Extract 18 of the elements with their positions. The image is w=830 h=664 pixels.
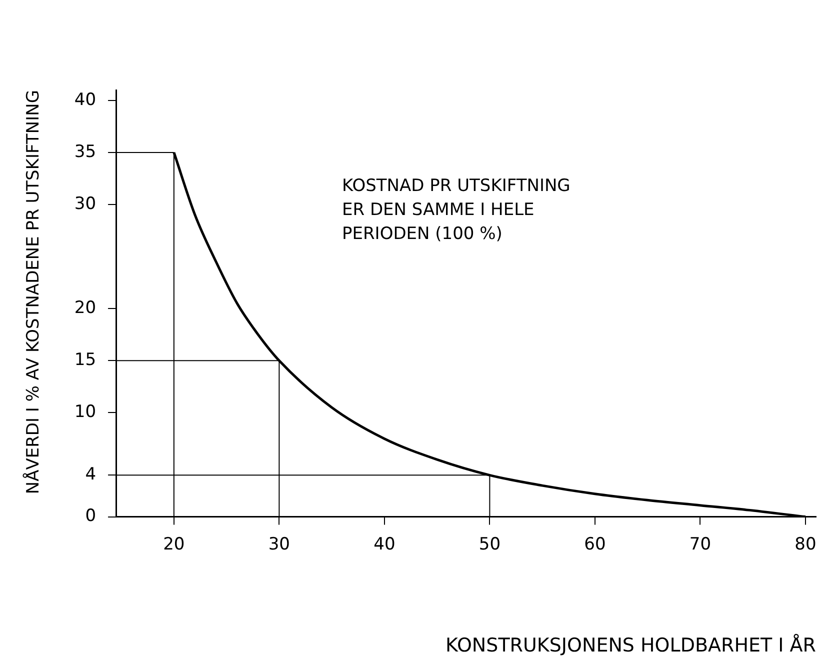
y-tick-label: 35 [74,142,96,162]
x-tick-label: 40 [374,534,396,554]
x-axis-title: KONSTRUKSJONENS HOLDBARHET I ÅR [446,634,816,657]
y-tick-label: 4 [85,464,96,485]
x-tick-label: 50 [478,534,501,554]
y-tick-label: 10 [74,402,96,422]
annotation: KOSTNAD PR UTSKIFTNING ER DEN SAMME I HELE PERIODEN (100 %) [342,176,570,244]
y-tick-label: 40 [74,90,96,110]
y-tick-label: 20 [74,298,96,318]
x-tick-label: 80 [794,534,816,554]
y-tick-label: 0 [85,506,96,526]
y-tick-label: 15 [74,350,96,370]
y-axis-title: NÅVERDI I % AV KOSTNADENE PR UTSKIFTNING [22,90,44,494]
x-tick-label: 60 [584,534,606,554]
x-tick-label: 30 [268,534,290,554]
x-tick-label: 70 [689,534,712,554]
x-tick-label: 20 [163,534,185,554]
y-tick-label: 30 [74,194,96,214]
